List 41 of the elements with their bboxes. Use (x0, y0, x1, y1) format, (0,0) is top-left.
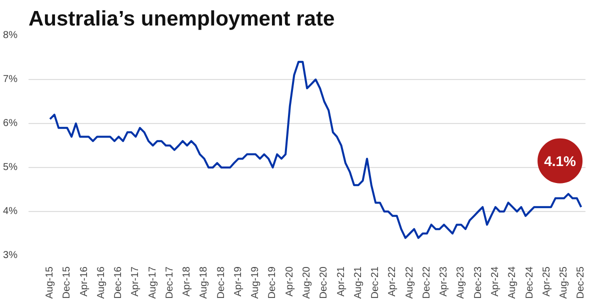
x-tick-label: Dec-23 (472, 266, 484, 299)
x-tick-label: Aug-19 (250, 266, 262, 299)
x-tick-label: Apr-25 (541, 266, 552, 297)
x-tick-label: Dec-20 (318, 266, 330, 299)
y-tick-label: 8% (3, 30, 18, 41)
x-tick-label: Dec-21 (370, 266, 382, 299)
x-tick-label: Aug-24 (507, 266, 518, 299)
y-tick-label: 5% (3, 162, 18, 173)
x-tick-label: Apr-20 (284, 266, 296, 297)
y-tick-label: 3% (3, 250, 18, 261)
x-tick-label: Aug-21 (352, 266, 364, 299)
x-tick-label: Dec-18 (216, 266, 227, 299)
x-tick-label: Dec-15 (62, 266, 73, 299)
y-tick-label: 6% (3, 118, 18, 129)
x-tick-label: Aug-16 (96, 266, 108, 299)
y-tick-label: 4% (3, 206, 18, 217)
x-tick-label: Apr-21 (336, 266, 347, 297)
line-series (49, 60, 582, 239)
x-tick-label: Aug-23 (456, 266, 467, 299)
x-tick-label: Dec-24 (524, 266, 536, 299)
x-tick-label: Apr-18 (182, 266, 193, 297)
chart-title: Australia’s unemployment rate (28, 8, 335, 30)
x-tick-label: Dec-16 (113, 266, 124, 299)
x-tick-label: Aug-17 (147, 266, 158, 299)
x-tick-label: Apr-19 (232, 266, 244, 297)
x-tick-label: Dec-19 (267, 266, 278, 299)
x-tick-label: Apr-17 (130, 266, 142, 297)
x-tick-label: Dec-25 (576, 266, 587, 299)
annotation: 4.1% (544, 152, 577, 169)
x-tick-label: Apr-23 (438, 266, 450, 297)
x-tick-label: Apr-24 (490, 266, 501, 297)
x-tick-label: Apr-22 (387, 266, 398, 297)
x-tick-label: Aug-22 (404, 266, 416, 299)
x-tick-label: Aug-18 (198, 266, 210, 299)
x-tick-label: Aug-25 (558, 266, 570, 299)
x-tick-label: Apr-16 (78, 266, 90, 297)
x-tick-label: Aug-20 (302, 266, 313, 299)
x-tick-label: Dec-17 (164, 266, 176, 299)
x-tick-label: Dec-22 (421, 266, 432, 299)
y-tick-label: 7% (3, 74, 18, 85)
x-tick-label: Aug-15 (44, 266, 56, 299)
